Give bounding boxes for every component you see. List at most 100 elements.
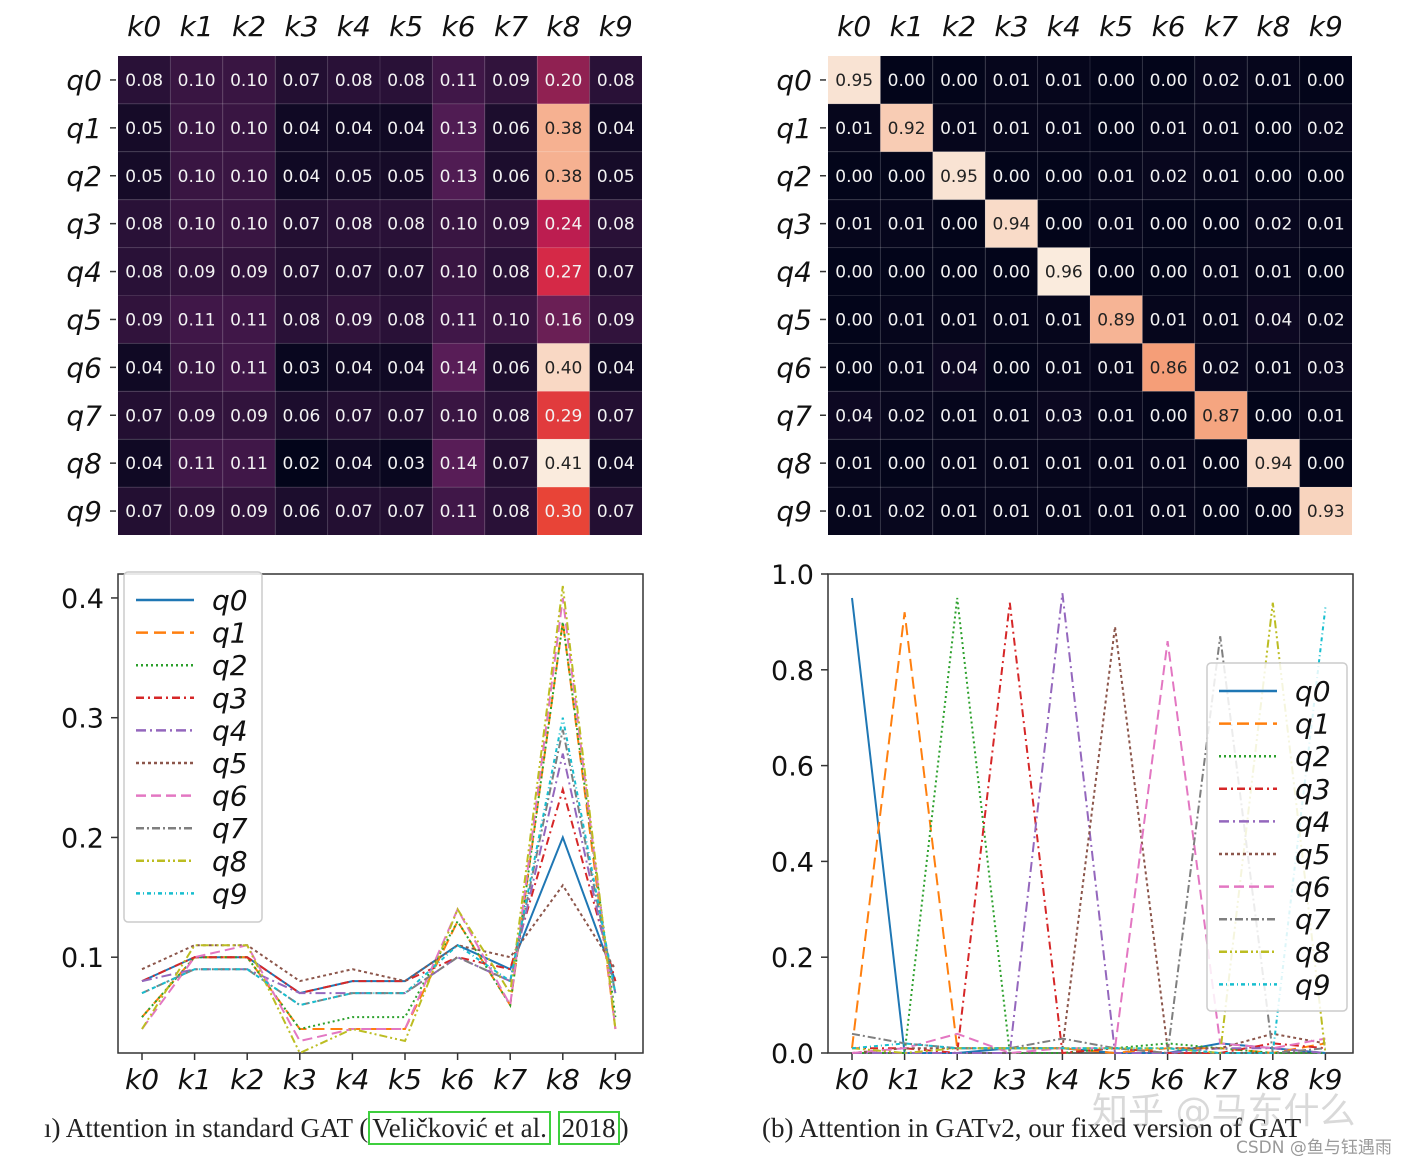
heatmap-cell-value: 0.87 bbox=[1202, 406, 1240, 426]
heatmap-cell bbox=[932, 439, 986, 488]
legend-label: q8 bbox=[1295, 936, 1331, 969]
legend-label: q5 bbox=[1295, 838, 1331, 871]
heatmap-cell bbox=[118, 103, 171, 152]
heatmap-cell-value: 0.01 bbox=[888, 310, 926, 330]
heatmap-cell bbox=[170, 103, 223, 152]
heatmap-cell bbox=[222, 391, 276, 440]
credit: CSDN @鱼与钰遇雨 bbox=[1236, 1138, 1392, 1158]
heatmap-cell bbox=[484, 103, 538, 152]
heatmap-x-label: k8 bbox=[1256, 10, 1290, 43]
heatmap-cell bbox=[275, 56, 328, 104]
heatmap-cell-value: 0.01 bbox=[992, 502, 1030, 522]
heatmap-cell-value: 0.02 bbox=[1202, 71, 1240, 91]
heatmap-cell bbox=[1299, 103, 1352, 152]
heatmap-cell bbox=[1299, 391, 1352, 440]
heatmap-cell bbox=[932, 295, 986, 344]
legend-label: q1 bbox=[212, 617, 248, 650]
heatmap-cell bbox=[537, 487, 590, 535]
legend-label: q0 bbox=[212, 584, 248, 617]
heatmap-cell-value: 0.00 bbox=[835, 263, 873, 283]
heatmap-cell bbox=[380, 103, 433, 152]
heatmap-cell bbox=[1194, 439, 1248, 488]
heatmap-cell bbox=[1090, 151, 1143, 200]
y-tick-label: 0.8 bbox=[771, 656, 814, 687]
y-tick-label: 0.4 bbox=[771, 847, 814, 878]
heatmap-cell-value: 0.00 bbox=[1150, 263, 1188, 283]
heatmap-cell-value: 0.02 bbox=[1254, 215, 1292, 235]
heatmap-cell bbox=[275, 391, 328, 440]
y-tick-label: 0.6 bbox=[771, 752, 814, 783]
heatmap-cell bbox=[880, 103, 933, 152]
heatmap-cell-value: 0.00 bbox=[888, 71, 926, 91]
heatmap-cell bbox=[985, 487, 1038, 535]
heatmap-cell bbox=[589, 439, 642, 488]
citation-authors-link[interactable]: Veličković et al. bbox=[368, 1111, 551, 1145]
heatmap-cell-value: 0.08 bbox=[597, 215, 635, 235]
heatmap-cell bbox=[484, 151, 538, 200]
heatmap-cell-value: 0.08 bbox=[282, 310, 320, 330]
legend-label: q3 bbox=[212, 682, 248, 715]
series-line-q9 bbox=[141, 717, 617, 1007]
heatmap-cell-value: 0.08 bbox=[335, 215, 373, 235]
heatmap-cell bbox=[327, 199, 380, 248]
heatmap-cell bbox=[932, 151, 986, 200]
heatmap-cell-value: 0.16 bbox=[544, 310, 582, 330]
x-tick-label: k1 bbox=[888, 1063, 922, 1096]
heatmap-cell bbox=[985, 151, 1038, 200]
heatmap-cell bbox=[327, 295, 380, 344]
heatmap-cell bbox=[118, 56, 171, 104]
heatmap-cell bbox=[828, 247, 881, 296]
heatmap-cell-value: 0.10 bbox=[230, 119, 268, 139]
heatmap-cell-value: 0.01 bbox=[1045, 358, 1083, 378]
heatmap-cell-value: 0.01 bbox=[1150, 119, 1188, 139]
heatmap-cell bbox=[880, 343, 933, 392]
heatmap-cell bbox=[118, 247, 171, 296]
x-tick-label: k4 bbox=[335, 1063, 369, 1096]
legend-label: q7 bbox=[1295, 903, 1331, 936]
heatmap-cell-value: 0.00 bbox=[1202, 454, 1240, 474]
heatmap-cell bbox=[484, 391, 538, 440]
y-tick-label: 0.4 bbox=[61, 584, 104, 615]
heatmap-cell bbox=[880, 487, 933, 535]
heatmap-cell bbox=[828, 151, 881, 200]
x-tick-label: k7 bbox=[493, 1063, 527, 1096]
heatmap-cell-value: 0.01 bbox=[1045, 454, 1083, 474]
heatmap-gatv2: k0 k1 k2 k3 k4 k5 k6 k7 k8 k9 q0 q1 q2 q3 q4 q5 q6 q7 q8 q9… bbox=[776, 10, 1352, 535]
heatmap-cell bbox=[1299, 439, 1352, 488]
heatmap-cell-value: 0.01 bbox=[835, 454, 873, 474]
heatmap-cell-value: 0.00 bbox=[888, 263, 926, 283]
heatmap-cell bbox=[275, 103, 328, 152]
heatmap-cell bbox=[170, 391, 223, 440]
heatmap-cell-value: 0.01 bbox=[1150, 454, 1188, 474]
heatmap-cell bbox=[170, 343, 223, 392]
heatmap-cell-value: 0.00 bbox=[1307, 71, 1345, 91]
heatmap-y-label: q7 bbox=[776, 399, 812, 432]
heatmap-cell bbox=[170, 247, 223, 296]
citation-year-link[interactable]: 2018 bbox=[557, 1111, 620, 1145]
heatmap-cell-value: 0.11 bbox=[230, 358, 268, 378]
heatmap-cell bbox=[880, 391, 933, 440]
x-tick-label: k8 bbox=[1256, 1063, 1290, 1096]
heatmap-cell bbox=[1247, 199, 1300, 248]
heatmap-cell bbox=[589, 487, 642, 535]
heatmap-cell bbox=[1247, 343, 1300, 392]
heatmap-cell bbox=[1194, 151, 1248, 200]
heatmap-cell-value: 0.01 bbox=[1202, 263, 1240, 283]
heatmap-cell bbox=[1247, 487, 1300, 535]
heatmap-cell bbox=[1299, 56, 1352, 104]
heatmap-cell-value: 0.01 bbox=[992, 310, 1030, 330]
heatmap-y-label: q2 bbox=[66, 160, 102, 193]
heatmap-cell-value: 0.07 bbox=[387, 263, 425, 283]
heatmap-cell bbox=[589, 199, 642, 248]
heatmap-x-label: k2 bbox=[232, 10, 266, 43]
heatmap-cell-value: 0.07 bbox=[597, 502, 635, 522]
heatmap-cell-value: 0.08 bbox=[387, 71, 425, 91]
x-tick-label: k5 bbox=[1098, 1063, 1132, 1096]
heatmap-cell-value: 0.04 bbox=[335, 358, 373, 378]
x-tick-label: k6 bbox=[441, 1063, 475, 1096]
heatmap-cell bbox=[1090, 391, 1143, 440]
heatmap-cell-value: 0.05 bbox=[335, 167, 373, 187]
x-tick-label: k0 bbox=[125, 1063, 159, 1096]
heatmap-cell-value: 0.11 bbox=[230, 310, 268, 330]
heatmap-cell bbox=[432, 487, 485, 535]
